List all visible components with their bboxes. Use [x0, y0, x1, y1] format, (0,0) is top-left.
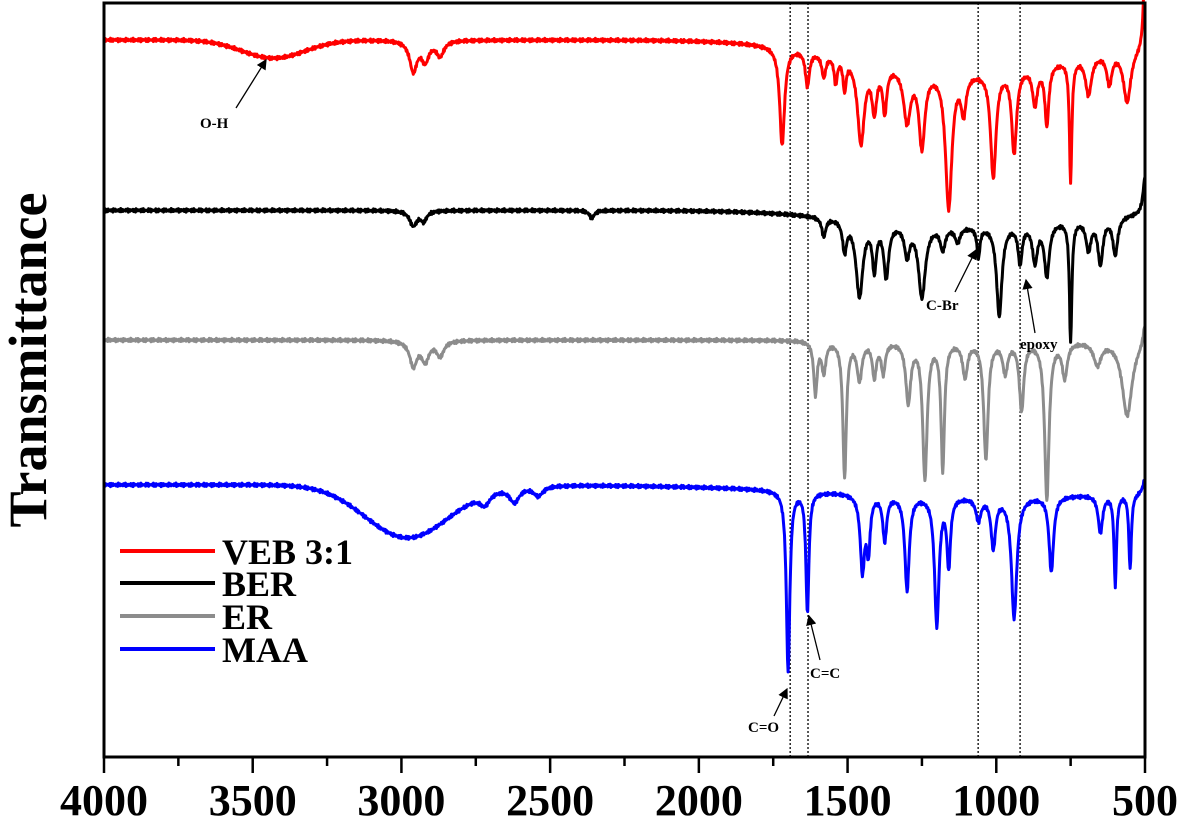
- legend: VEB 3:1 BER ER MAA: [120, 532, 353, 670]
- y-axis-label: Transmittance: [0, 193, 58, 528]
- series-line-maa: [103, 478, 1147, 674]
- x-axis: 4000 3500 3000 2500 2000 1500 1000 500: [60, 757, 1178, 823]
- legend-label-veb: VEB 3:1: [222, 532, 353, 572]
- annotation-cbr: C-Br: [926, 298, 959, 314]
- annotation-co: C=O: [748, 720, 779, 736]
- x-tick-label: 2500: [506, 776, 594, 823]
- series-line-veb-3-1: [103, 0, 1145, 213]
- x-tick-label: 3000: [357, 776, 445, 823]
- x-tick-label: 1500: [804, 776, 892, 823]
- annotation-oh: O-H: [200, 116, 229, 132]
- annotation-epoxy: epoxy: [1020, 337, 1058, 353]
- annotation-cc: C=C: [810, 666, 840, 682]
- x-tick-label: 2000: [655, 776, 743, 823]
- legend-label-maa: MAA: [222, 630, 308, 670]
- annotation-arrow-co: [773, 687, 788, 717]
- annotations: O-H C=O C=C C-Br epoxy: [200, 58, 1058, 736]
- annotation-arrow-oh: [235, 58, 267, 109]
- annotation-arrow-epoxy: [1022, 278, 1036, 334]
- legend-label-ber: BER: [222, 564, 297, 604]
- x-tick-label: 3500: [209, 776, 297, 823]
- series-line-er: [103, 325, 1147, 502]
- x-tick-label: 1000: [952, 776, 1040, 823]
- annotation-arrow-cc: [806, 614, 821, 661]
- series-line-ber: [103, 176, 1147, 344]
- spectra: [103, 0, 1147, 674]
- x-tick-label: 500: [1112, 776, 1178, 823]
- x-tick-label: 4000: [60, 776, 148, 823]
- annotation-arrow-cbr: [954, 248, 977, 293]
- legend-label-er: ER: [222, 597, 273, 637]
